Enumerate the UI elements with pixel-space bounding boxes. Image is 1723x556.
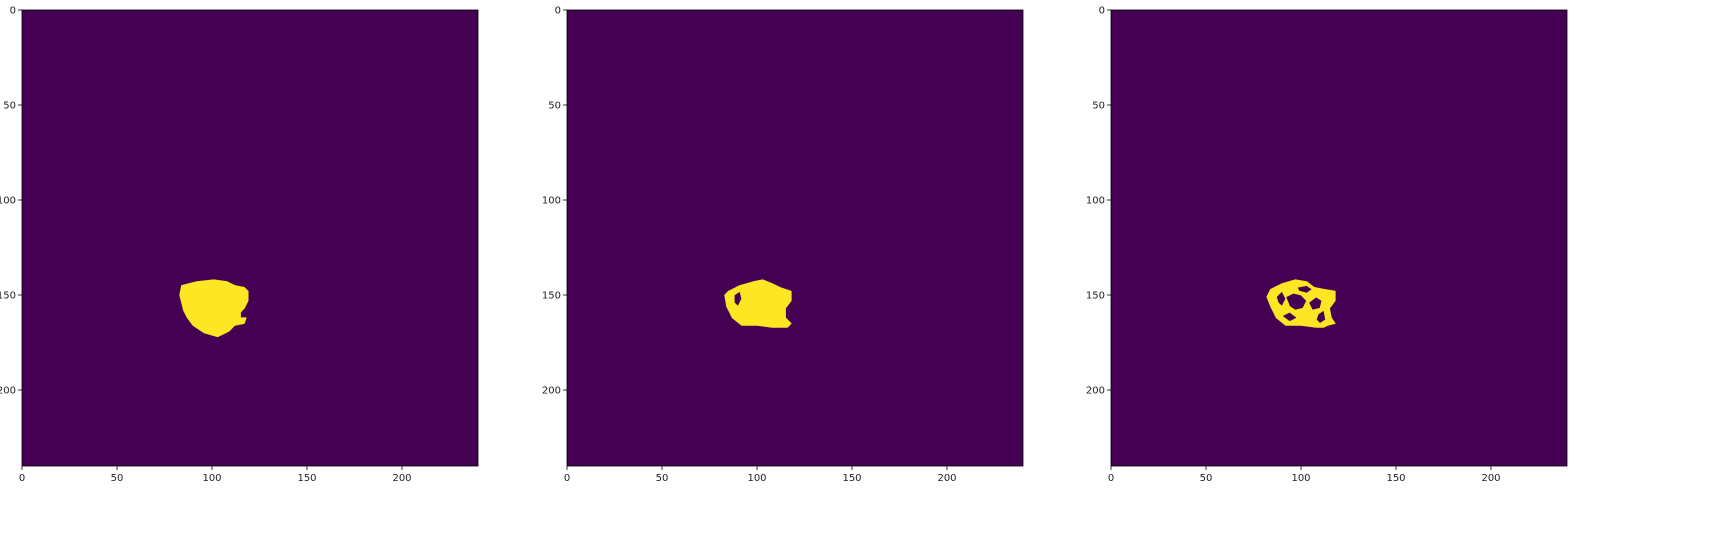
y-tick-label: 100 (542, 196, 561, 207)
x-tick-label: 50 (656, 473, 669, 484)
x-tick-label: 50 (111, 473, 124, 484)
heatmap-background (1111, 10, 1567, 466)
x-tick-label: 200 (1481, 473, 1500, 484)
y-tick-label: 100 (0, 196, 16, 207)
x-tick-label: 200 (392, 473, 411, 484)
y-tick-label: 200 (542, 386, 561, 397)
heatmap-background (22, 10, 478, 466)
panel-3: 0 50 100 150 200 0 50 100 150 200 (1086, 6, 1568, 484)
y-tick-label: 100 (1086, 196, 1105, 207)
y-tick-label: 200 (0, 386, 16, 397)
x-tick-label: 0 (19, 473, 25, 484)
x-tick-label: 200 (937, 473, 956, 484)
y-tick-label: 0 (10, 6, 16, 17)
y-tick-label: 0 (1099, 6, 1105, 17)
x-tick-label: 100 (747, 473, 766, 484)
y-tick-label: 150 (1086, 291, 1105, 302)
x-tick-label: 0 (1108, 473, 1114, 484)
panel-2: 0 50 100 150 200 0 50 100 150 200 (542, 6, 1024, 484)
y-tick-label: 150 (542, 291, 561, 302)
axes-frame (566, 9, 1024, 467)
axes-frame (21, 9, 479, 467)
x-tick-label: 50 (1200, 473, 1213, 484)
panel-1: 0 50 100 150 200 0 50 100 150 200 (0, 6, 479, 484)
x-tick-label: 100 (1291, 473, 1310, 484)
x-tick-label: 150 (1386, 473, 1405, 484)
x-tick-label: 100 (202, 473, 221, 484)
x-tick-label: 150 (297, 473, 316, 484)
y-tick-label: 50 (548, 101, 561, 112)
x-tick-label: 0 (564, 473, 570, 484)
mask-region (1266, 279, 1336, 328)
axes-frame (1110, 9, 1568, 467)
y-tick-label: 50 (1092, 101, 1105, 112)
y-tick-label: 150 (0, 291, 16, 302)
y-tick-label: 50 (3, 101, 16, 112)
y-tick-label: 200 (1086, 386, 1105, 397)
y-tick-label: 0 (555, 6, 561, 17)
x-tick-label: 150 (842, 473, 861, 484)
mask-region (724, 279, 792, 328)
mask-region (179, 279, 249, 338)
heatmap-background (567, 10, 1023, 466)
